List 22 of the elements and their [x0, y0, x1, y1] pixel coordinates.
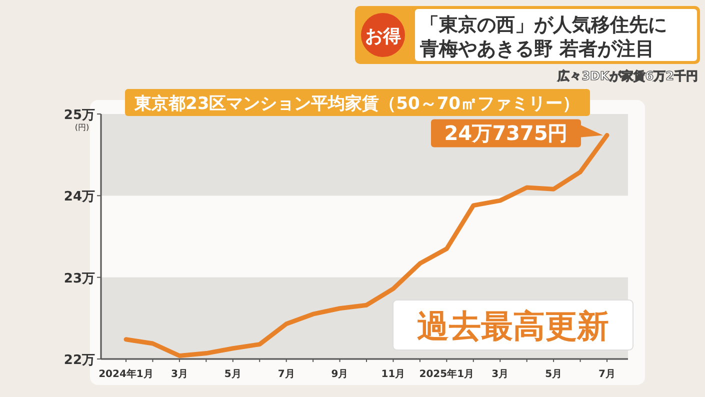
x-tick-label: 3月: [492, 369, 509, 380]
text: お得: [365, 26, 401, 47]
text: 広々3DKが家賃6万2千円: [556, 69, 698, 83]
y-tick-label: 24万: [64, 190, 95, 205]
y-tick-label: 22万: [64, 353, 95, 368]
x-tick-label: 7月: [598, 369, 616, 380]
chart-title: 東京都23区マンション平均家賃（50～70㎡ファミリー）: [134, 94, 580, 114]
y-tick-label: 25万: [64, 108, 95, 123]
annotation: 24万7375円: [444, 121, 568, 146]
x-tick-label: 5月: [545, 369, 562, 380]
x-tick-label: 2025年1月: [419, 368, 474, 380]
x-tick-label: 5月: [224, 369, 242, 380]
x-tick-label: 3月: [170, 369, 188, 380]
x-tick-label: 2024年1月: [98, 368, 154, 380]
y-tick-label: 23万: [64, 271, 95, 286]
text: 青梅やあきる野 若者が注目: [419, 38, 655, 60]
x-tick-label: 11月: [381, 369, 406, 380]
y-axis-title: (円): [74, 123, 90, 132]
x-tick-label: 7月: [278, 369, 295, 380]
annotation: 過去最高更新: [417, 307, 609, 345]
text: 「東京の西」が人気移住先に: [420, 14, 667, 36]
x-tick-label: 9月: [331, 369, 348, 380]
